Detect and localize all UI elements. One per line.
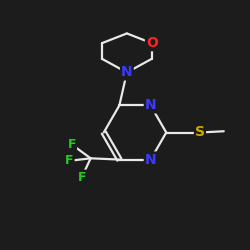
Text: O: O bbox=[146, 36, 158, 50]
Text: F: F bbox=[78, 170, 86, 183]
Text: F: F bbox=[65, 154, 74, 167]
Text: N: N bbox=[145, 98, 156, 112]
Text: N: N bbox=[121, 66, 133, 80]
Text: S: S bbox=[195, 126, 205, 140]
Text: N: N bbox=[145, 152, 156, 166]
Text: F: F bbox=[68, 138, 76, 151]
